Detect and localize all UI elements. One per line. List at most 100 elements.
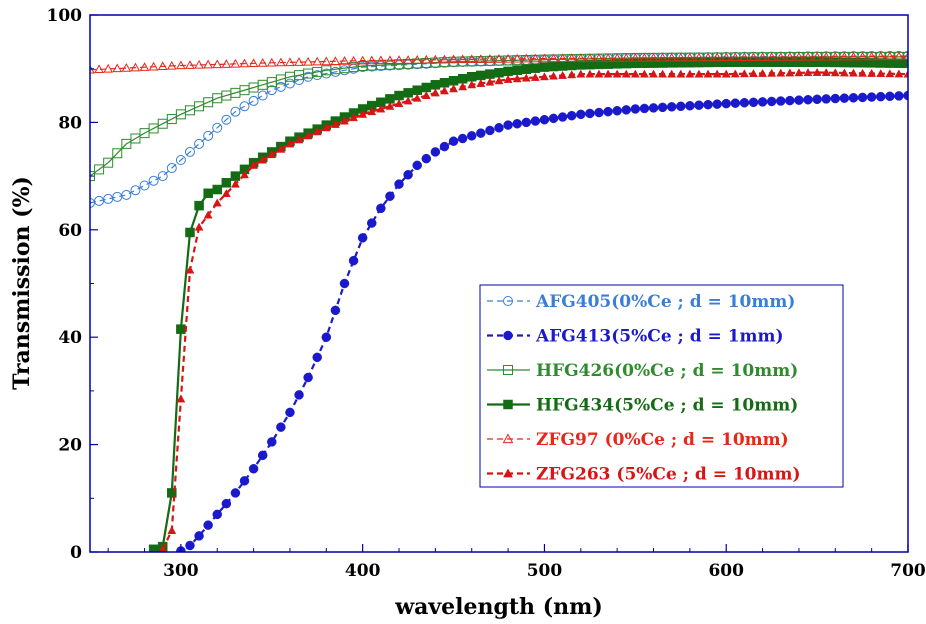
data-point [485,54,495,63]
legend-marker [502,433,514,444]
data-point [894,51,904,61]
data-point [203,130,214,141]
data-point [375,55,386,65]
y-axis-title: Transmission (%) [9,176,35,390]
legend-label: HFG426(0%Ce ; d = 10mm) [536,361,798,381]
data-point [512,74,522,83]
data-point [321,56,332,66]
data-point [794,95,804,105]
data-point [494,123,504,133]
data-point [285,139,295,148]
data-point [721,52,732,62]
data-point [112,191,123,202]
data-point [621,52,632,62]
data-point [657,102,668,113]
y-tick-label: 40 [58,328,82,348]
data-point [221,178,232,188]
data-point [476,70,486,81]
data-point [249,160,259,169]
data-point [466,131,477,141]
data-point [403,170,413,180]
series-6 [158,67,908,552]
data-point [457,74,468,84]
data-point [340,116,349,125]
data-point [866,51,877,61]
data-point [549,71,558,80]
series-2 [176,90,908,552]
data-point [557,112,568,122]
legend-marker [503,468,513,478]
data-point [266,85,277,96]
data-point [385,55,395,65]
data-point [194,59,204,69]
data-point [776,96,786,106]
data-point [166,163,177,174]
legend-label: AFG405(0%Ce ; d = 10mm) [535,292,795,312]
data-point [176,60,186,70]
data-point [667,69,677,78]
legend-entry: HFG434(5%Ce ; d = 10mm) [487,396,798,416]
data-point [376,203,386,214]
data-point [248,58,259,68]
data-point [339,278,350,289]
data-point [248,464,259,474]
data-point [894,69,904,78]
data-point [121,189,132,200]
data-point [821,51,832,61]
data-point [439,54,450,64]
data-point [539,114,550,125]
data-point [203,520,213,530]
legend-entry: HFG426(0%Ce ; d = 10mm) [487,361,798,381]
data-point [548,53,559,63]
data-point [566,110,577,121]
legend: AFG405(0%Ce ; d = 10mm) AFG413(5%Ce ; d =… [479,284,844,488]
data-point [367,107,377,116]
data-point [139,180,150,191]
data-point [648,103,659,113]
data-point [367,218,377,228]
data-point [712,52,722,62]
data-point [357,233,368,243]
data-point [694,100,704,110]
data-point [239,101,250,112]
legend-entry: ZFG97 (0%Ce ; d = 10mm) [487,430,789,450]
data-point [812,51,822,61]
data-point [557,53,568,63]
data-point [167,488,177,498]
data-point [730,98,741,108]
data-point [585,69,595,78]
data-point [630,104,641,114]
legend-box [479,284,844,488]
data-point [866,92,877,102]
data-point [421,91,431,99]
data-point [521,117,532,128]
data-point [594,69,604,78]
data-point [594,107,604,118]
data-point [875,51,886,61]
data-point [867,68,877,77]
data-point [230,106,241,117]
data-point [112,148,123,159]
data-point [894,91,904,101]
data-point [830,93,841,104]
data-point [330,119,340,128]
data-point [421,54,432,64]
data-point [603,53,613,62]
data-point [512,65,522,76]
data-point [612,53,623,62]
data-point [94,64,104,74]
data-point [830,68,840,77]
data-point [775,52,786,61]
data-point [130,185,141,196]
data-point [439,141,450,152]
axes-layer: 300 400 500 600 700 0 20 40 60 80 100 [47,6,926,581]
data-point [175,154,186,165]
data-point [312,352,322,363]
data-point [512,118,522,129]
series-line [90,55,908,71]
legend-marker [503,399,513,410]
data-point [730,52,741,62]
data-point [748,97,759,108]
data-point [785,68,795,77]
data-point [167,526,177,534]
